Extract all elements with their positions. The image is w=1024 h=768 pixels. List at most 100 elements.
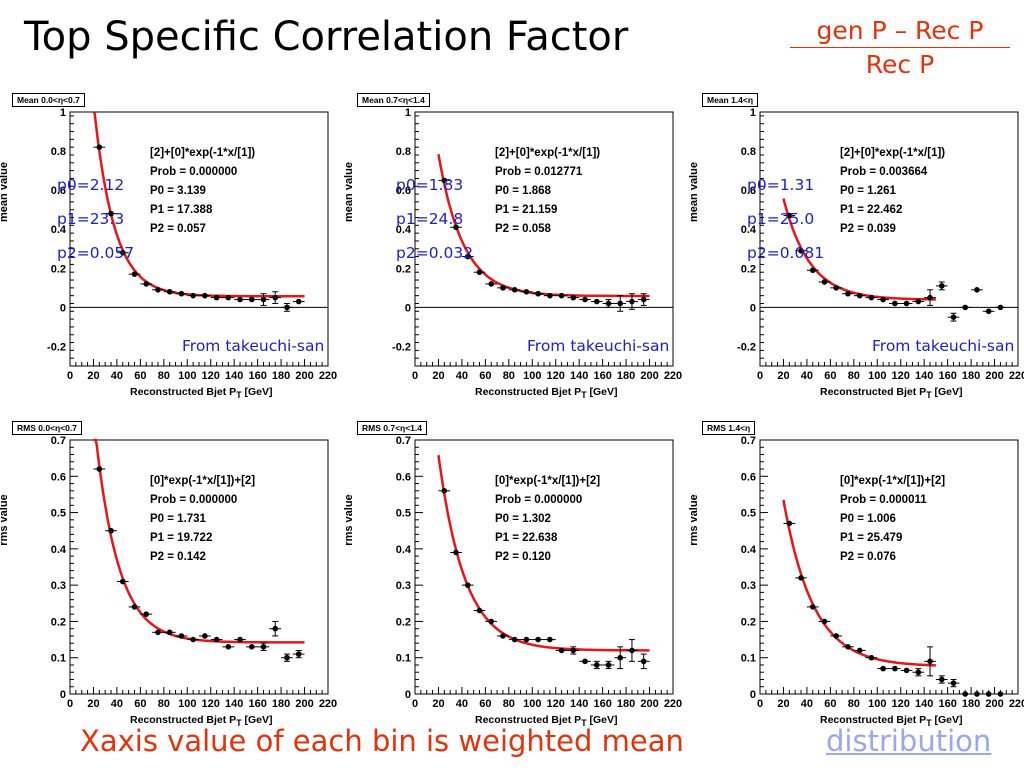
- fit-stats-line: P1 = 17.388: [150, 204, 213, 216]
- y-tick-label: 0.4: [741, 224, 757, 236]
- fit-stats-line: Prob = 0.000000: [150, 166, 238, 178]
- data-point: [558, 647, 565, 654]
- source-note: From takeuchi-san: [527, 337, 670, 355]
- x-tick-label: 80: [848, 370, 860, 382]
- x-tick-label: 140: [915, 698, 933, 710]
- source-note: From takeuchi-san: [872, 337, 1015, 355]
- data-point: [476, 269, 483, 276]
- data-point: [593, 662, 600, 668]
- data-point: [464, 253, 471, 260]
- x-tick-label: 100: [523, 370, 541, 382]
- x-tick-label: 120: [202, 698, 220, 710]
- data-point: [225, 294, 232, 301]
- distribution-link[interactable]: distribution: [826, 724, 992, 758]
- data-point: [880, 296, 886, 303]
- histogram-title: Mean 0.0<η<0.7: [12, 93, 85, 107]
- data-point: [640, 658, 647, 665]
- data-point: [640, 296, 647, 303]
- data-point: [178, 290, 185, 297]
- data-point: [453, 224, 459, 231]
- data-point: [903, 667, 910, 674]
- chart-svg: 0 20 40 60 80 100 120 140 160 180 200 220 0 0.1 0.2 0.3…: [741, 435, 1024, 710]
- data-point: [202, 633, 208, 639]
- x-tick-label: 140: [570, 370, 588, 382]
- footer-note: Xaxis value of each bin is weighted mean: [80, 724, 684, 758]
- x-tick-label: 160: [938, 370, 956, 382]
- chart-panel: 0 20 40 60 80 100 120 140 160 180 200 220 0 0.1 0.2 0.3…: [0, 418, 350, 738]
- x-tick-label: 60: [824, 370, 836, 382]
- data-point: [892, 300, 898, 307]
- chart-panel: 0 20 40 60 80 100 120 140 160 180 200 220 -0.2 0 0.2 0.…: [0, 90, 350, 410]
- fit-stats-line: [0]*exp(-1*x/[1])+[2]: [840, 475, 946, 487]
- y-tick-label: 0.1: [741, 653, 756, 665]
- data-point: [892, 665, 898, 672]
- y-tick-label: 1: [750, 107, 756, 119]
- fit-stats-line: P1 = 19.722: [150, 532, 213, 544]
- chart-svg: 0 20 40 60 80 100 120 140 160 180 200 220 0 0.1 0.2 0.3…: [396, 435, 682, 710]
- y-axis-label: mean value: [343, 162, 355, 222]
- data-point: [570, 294, 577, 301]
- data-point: [833, 633, 840, 639]
- data-point: [821, 618, 828, 625]
- x-axis-label-main: Reconstructed Bjet P: [475, 386, 582, 398]
- data-point: [868, 294, 875, 301]
- data-point: [500, 633, 506, 639]
- y-tick-label: 1: [405, 107, 411, 119]
- fit-stats-box: [2]+[0]*exp(-1*x/[1]) Prob = 0.012771 P0 =…: [495, 144, 600, 239]
- x-tick-label: 0: [412, 698, 418, 710]
- data-point: [131, 604, 138, 610]
- reference-param: p0=2.12: [57, 176, 125, 194]
- fit-stats-line: [2]+[0]*exp(-1*x/[1]): [840, 147, 946, 159]
- y-tick-label: 0.6: [741, 185, 756, 197]
- x-tick-label: 120: [547, 370, 565, 382]
- x-tick-label: 180: [272, 370, 290, 382]
- x-axis-label: Reconstructed Bjet PT [GeV]: [820, 714, 962, 728]
- y-axis-label: rms value: [343, 494, 355, 546]
- ratio-formula: gen P – Rec P Rec P: [790, 16, 1010, 79]
- x-tick-label: 20: [432, 370, 444, 382]
- data-point: [962, 691, 969, 697]
- data-point: [833, 285, 840, 291]
- data-point: [178, 633, 185, 639]
- data-point: [96, 466, 103, 472]
- fit-stats-line: P2 = 0.039: [840, 223, 896, 235]
- histogram-title: RMS 0.7<η<1.4: [357, 421, 428, 435]
- data-point: [856, 647, 863, 654]
- x-tick-label: 20: [777, 370, 789, 382]
- fit-stats-line: Prob = 0.000011: [840, 494, 927, 506]
- x-tick-label: 60: [824, 698, 836, 710]
- y-tick-label: 0.6: [396, 471, 411, 483]
- data-point: [488, 281, 495, 287]
- reference-param: p2=0.081: [747, 244, 825, 262]
- fit-stats-line: [2]+[0]*exp(-1*x/[1]): [150, 147, 256, 159]
- histogram-title: Mean 1.4<η: [702, 93, 759, 107]
- y-tick-label: 0: [750, 302, 756, 314]
- y-axis-label: rms value: [0, 494, 10, 546]
- data-point: [225, 644, 232, 650]
- y-tick-label: 0.4: [51, 224, 67, 236]
- y-tick-label: 0.5: [396, 508, 411, 520]
- data-point: [927, 294, 933, 301]
- x-tick-label: 220: [1009, 698, 1024, 710]
- data-point: [523, 636, 530, 643]
- fit-stats-line: Prob = 0.000000: [495, 494, 583, 506]
- x-tick-label: 220: [1009, 370, 1024, 382]
- fit-stats-line: Prob = 0.012771: [495, 166, 583, 178]
- reference-param: p2=0.057: [57, 244, 135, 262]
- y-tick-label: 0.2: [51, 263, 66, 275]
- data-point: [821, 279, 828, 285]
- x-tick-label: 140: [570, 698, 588, 710]
- x-axis-label-subscript: T: [926, 390, 932, 401]
- y-tick-label: 0.5: [741, 508, 756, 520]
- x-tick-label: 80: [158, 698, 170, 710]
- x-axis-label-subscript: T: [236, 390, 242, 401]
- data-point: [809, 604, 816, 610]
- data-point: [950, 680, 957, 686]
- data-point: [629, 647, 635, 654]
- data-point: [96, 144, 103, 150]
- data-point: [927, 658, 933, 665]
- x-tick-label: 200: [295, 370, 313, 382]
- y-tick-label: 0.6: [51, 185, 66, 197]
- y-tick-label: 0.3: [741, 580, 756, 592]
- x-tick-label: 60: [134, 370, 146, 382]
